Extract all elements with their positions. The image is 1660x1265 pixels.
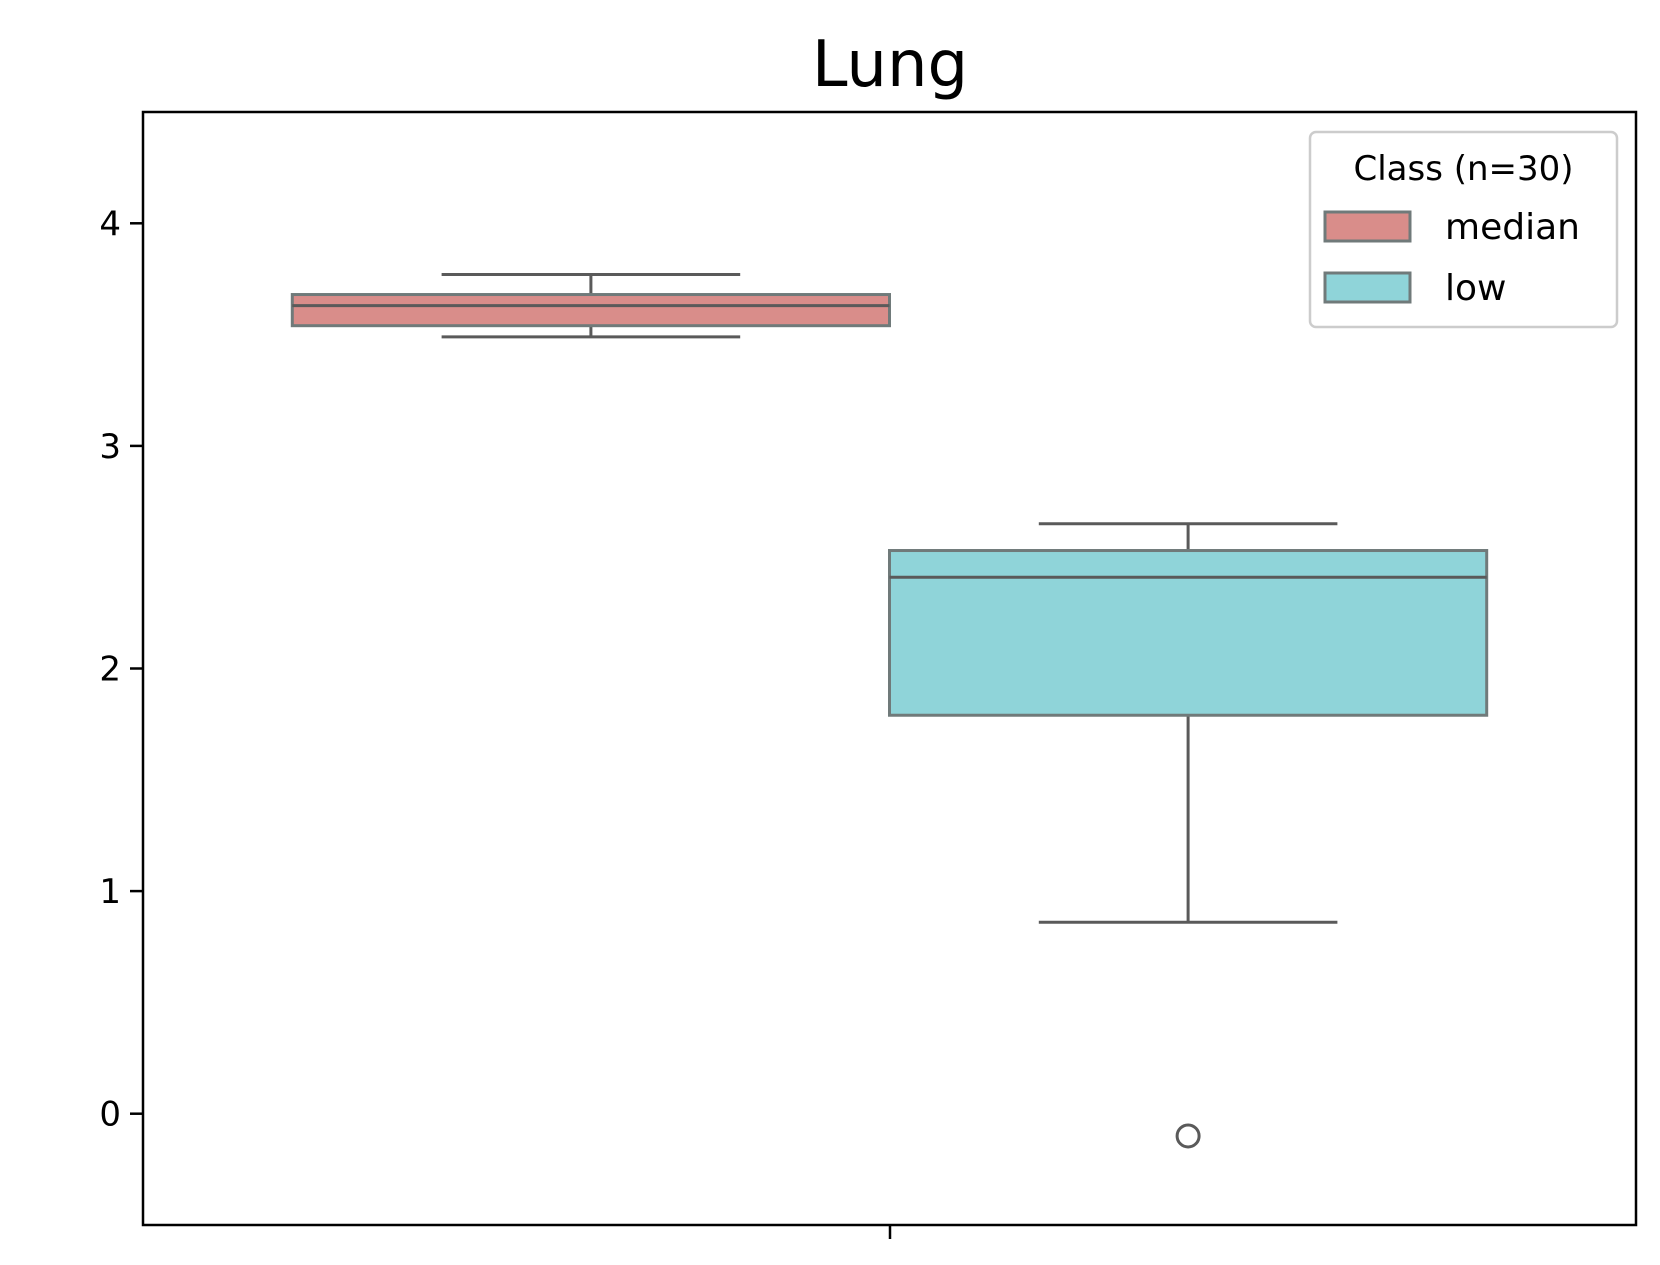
box-body [290, 293, 891, 328]
y-tick-label: 0 [99, 1095, 121, 1135]
legend-label-low: low [1445, 268, 1506, 309]
y-tick-label: 2 [99, 650, 121, 690]
legend-swatch-median [1323, 210, 1412, 243]
box-median [290, 272, 891, 339]
legend-swatch-low [1323, 271, 1412, 304]
plot-frame [141, 110, 1638, 1227]
chart-title: Lung [812, 28, 968, 102]
box-low [888, 522, 1489, 1149]
legend-title: Class (n=30) [1353, 149, 1573, 189]
y-tick-label: 4 [99, 204, 121, 244]
box-body [888, 549, 1489, 717]
y-tick-label: 1 [99, 872, 121, 912]
box-plots [290, 272, 1489, 1149]
legend: Class (n=30) median low [1308, 130, 1619, 329]
y-tick-label: 3 [99, 427, 121, 467]
y-axis: 0 1 2 3 4 [99, 204, 143, 1135]
outlier-point [1175, 1123, 1201, 1149]
legend-label-median: median [1445, 207, 1580, 248]
